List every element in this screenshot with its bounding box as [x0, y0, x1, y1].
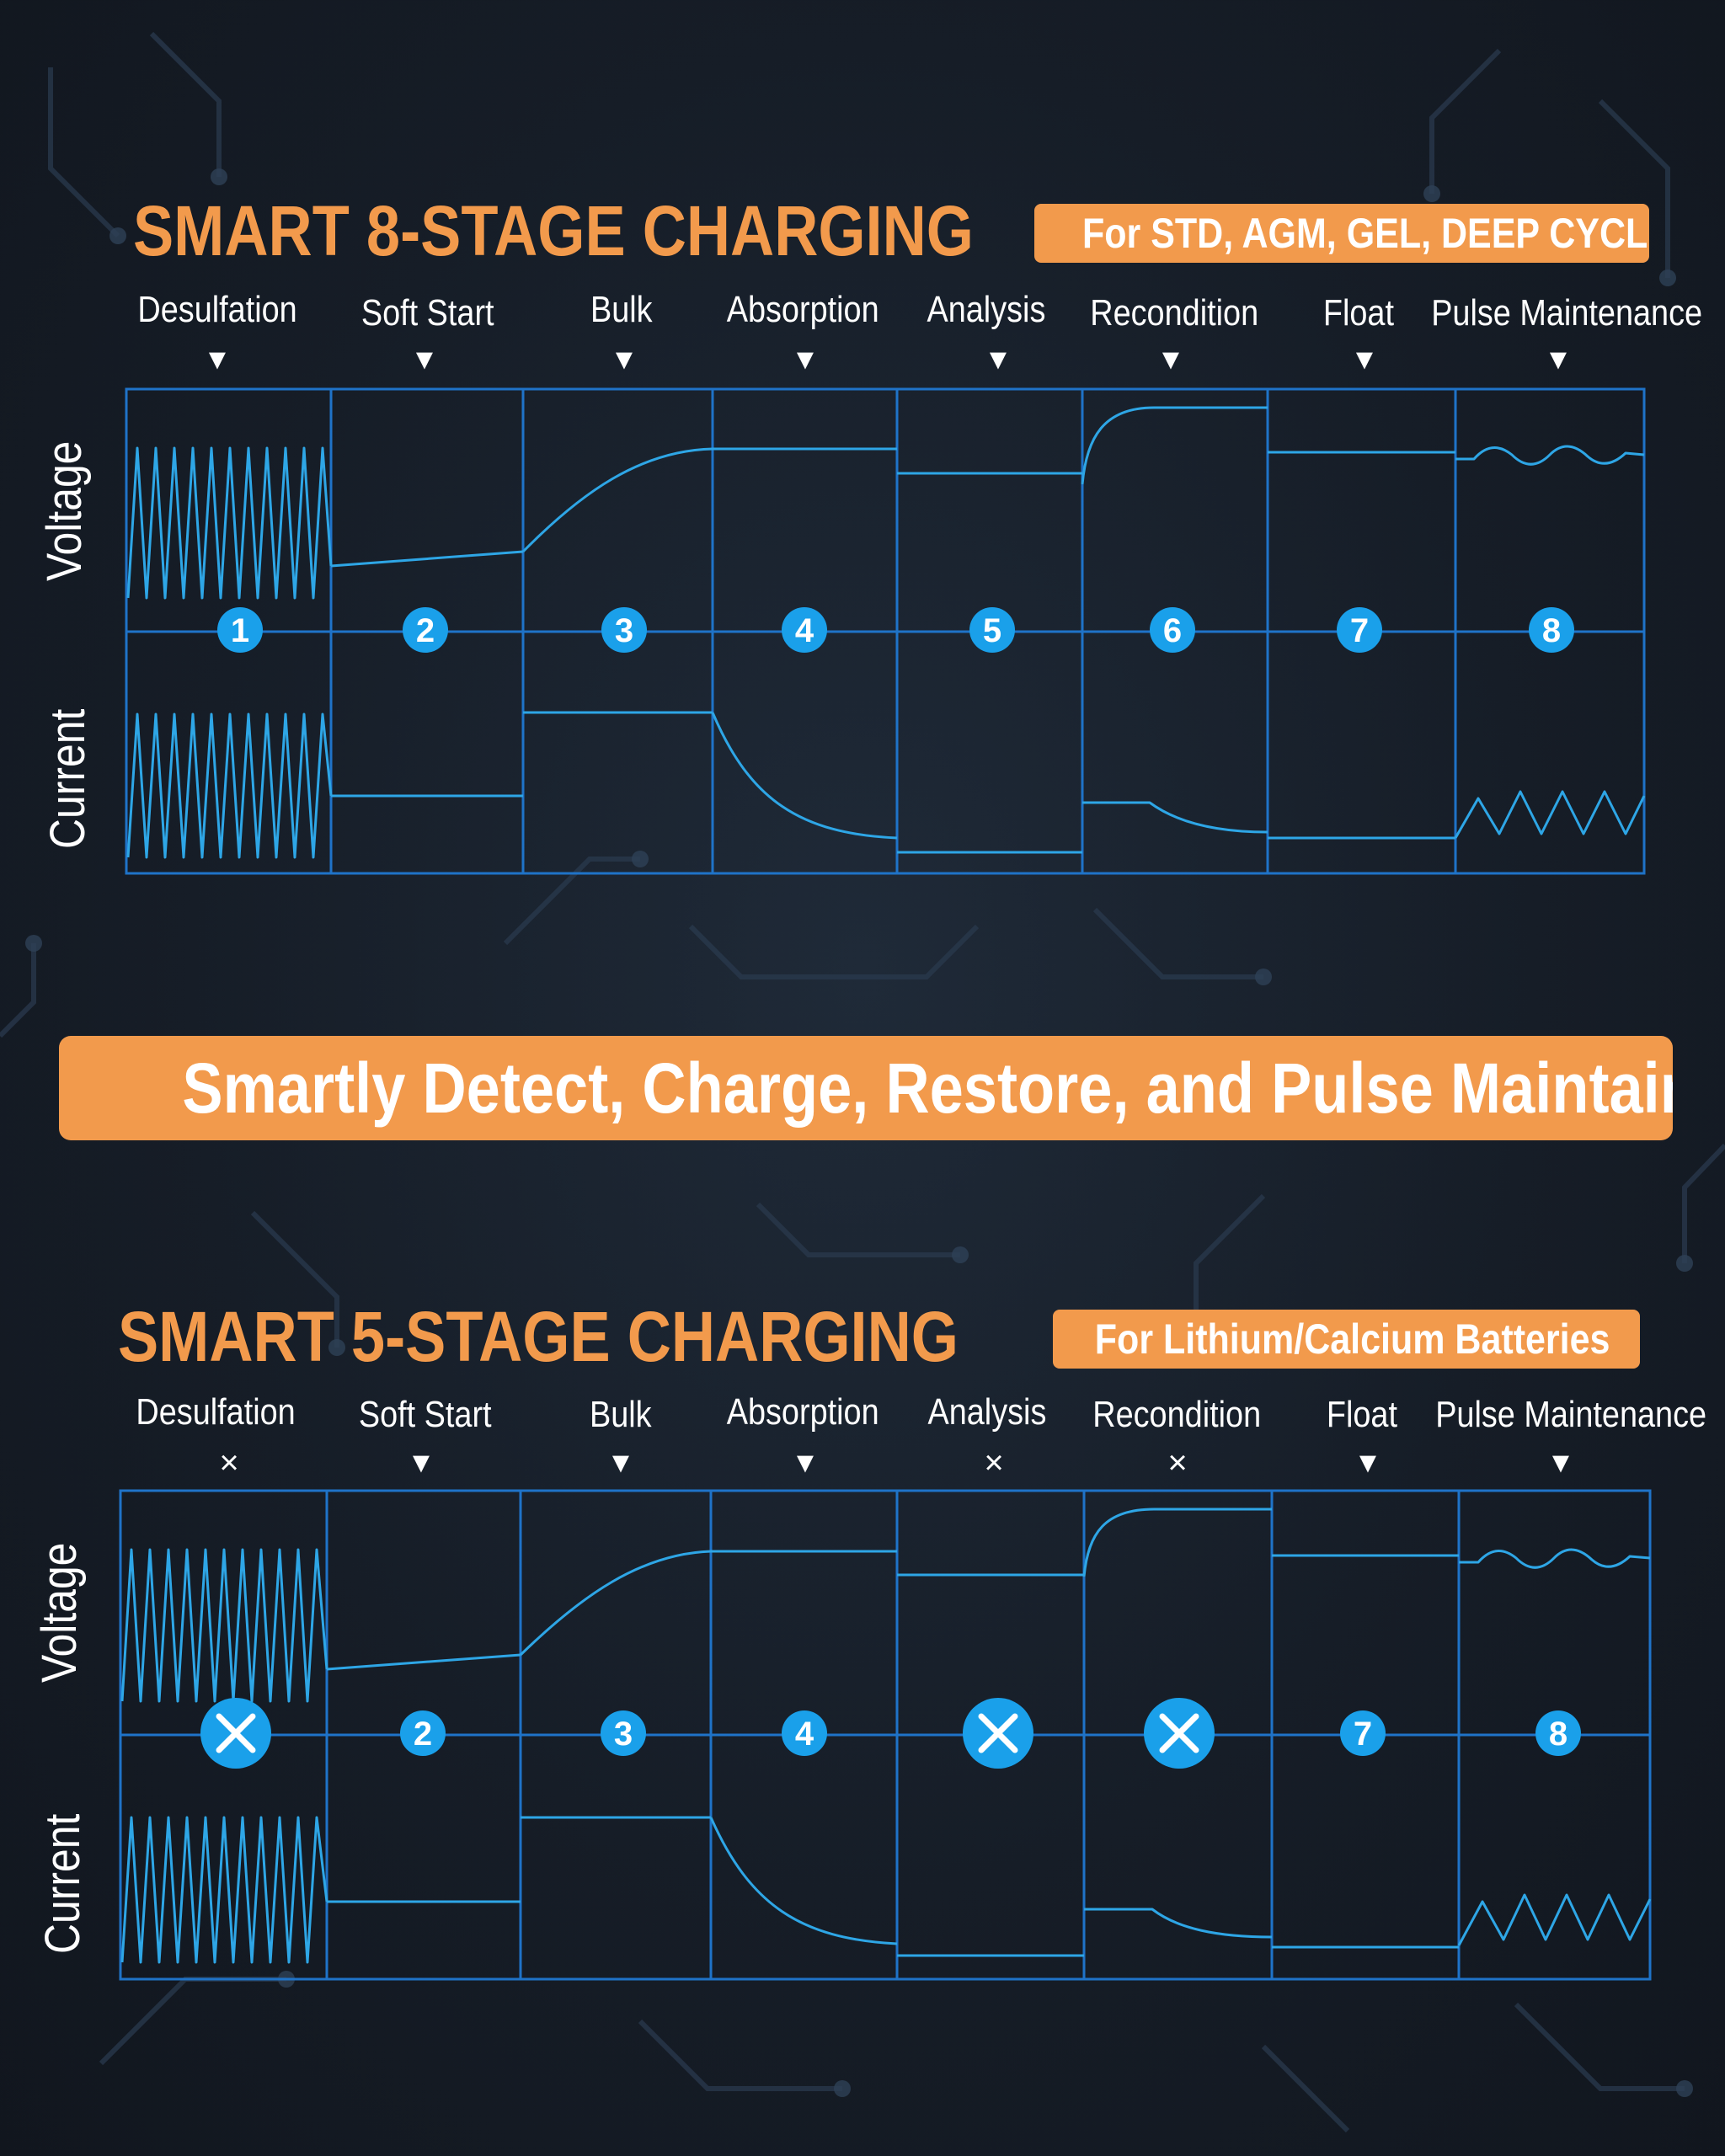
stage-number-1: 1 — [217, 607, 263, 653]
svg-text:5: 5 — [983, 612, 1001, 649]
voltage-desulfation-wave — [120, 1548, 328, 1703]
current-recondition — [1084, 1908, 1273, 1939]
current-desulfation-wave — [126, 712, 333, 859]
voltage-soft-start — [330, 550, 524, 568]
stage-marker-5: ▼ — [984, 344, 1012, 376]
current-absorption — [711, 712, 898, 840]
stage-number-3: 3 — [601, 607, 647, 653]
stage-disabled-mark-1: × — [219, 1444, 239, 1481]
stage-disabled-mark-6: × — [1167, 1444, 1188, 1481]
stage-label-float: Float — [1326, 1394, 1398, 1435]
stage-number-circles: 1 2 3 4 5 6 7 8 — [217, 607, 1574, 653]
stage-marker-3: ▼ — [606, 1447, 635, 1479]
stage-number-8: 8 — [1529, 607, 1574, 653]
current-pulse-maintenance — [1454, 790, 1646, 839]
stage-number-circles: 2 3 4 7 8 — [200, 1698, 1581, 1769]
stage-marker-7: ▼ — [1350, 344, 1379, 376]
stage-disabled-5 — [963, 1698, 1033, 1769]
stage-label-desulfation: Desulfation — [137, 289, 297, 330]
stage-label-analysis: Analysis — [927, 289, 1046, 330]
svg-text:3: 3 — [614, 1716, 633, 1753]
stage-disabled-mark-5: × — [984, 1444, 1004, 1481]
stage-number-2: 2 — [400, 1710, 446, 1756]
voltage-bulk — [521, 447, 713, 553]
section-title-8-stage: SMART 8-STAGE CHARGING — [133, 191, 975, 270]
svg-text:2: 2 — [414, 1716, 432, 1753]
voltage-recondition — [1081, 406, 1268, 485]
stage-marker-4: ▼ — [791, 1447, 820, 1479]
svg-text:4: 4 — [795, 612, 814, 649]
stage-label-desulfation: Desulfation — [136, 1391, 296, 1433]
stage-label-pulse-maintenance: Pulse Maintenance — [1435, 1394, 1707, 1435]
svg-text:6: 6 — [1163, 612, 1182, 649]
badge-text: For STD, AGM, GEL, DEEP CYCLE — [1081, 210, 1649, 257]
stage-label-recondition: Recondition — [1090, 292, 1259, 334]
current-pulse-maintenance — [1457, 1893, 1652, 1946]
stage-label-bulk: Bulk — [590, 1394, 652, 1435]
stage-number-3: 3 — [601, 1710, 646, 1756]
stage-disabled-6 — [1144, 1698, 1215, 1769]
waveforms — [120, 1508, 1652, 1964]
stage-label-analysis: Analysis — [927, 1391, 1047, 1433]
stage-label-pulse-maintenance: Pulse Maintenance — [1431, 292, 1703, 334]
stage-marker-3: ▼ — [610, 344, 638, 376]
grid — [119, 1489, 1652, 1981]
stage-disabled-1 — [200, 1698, 271, 1769]
current-desulfation-wave — [120, 1816, 328, 1964]
svg-text:8: 8 — [1542, 612, 1561, 649]
stage-label-absorption: Absorption — [726, 289, 879, 330]
voltage-desulfation-wave — [126, 446, 333, 600]
stage-number-7: 7 — [1337, 607, 1382, 653]
stage-number-4: 4 — [782, 607, 827, 653]
voltage-pulse-maintenance — [1455, 445, 1645, 466]
stage-marker-4: ▼ — [791, 344, 820, 376]
stage-label-bulk: Bulk — [590, 289, 653, 330]
stage-number-5: 5 — [969, 607, 1015, 653]
charging-diagram-8-stage: 1 2 3 4 5 6 7 8 — [125, 387, 1646, 875]
svg-text:7: 7 — [1354, 1716, 1372, 1753]
stage-label-float: Float — [1322, 292, 1395, 334]
voltage-bulk — [519, 1550, 712, 1657]
stage-label-recondition: Recondition — [1092, 1394, 1262, 1435]
stage-label-soft-start: Soft Start — [361, 292, 494, 334]
stage-number-8: 8 — [1535, 1710, 1581, 1756]
grid — [125, 387, 1646, 875]
stage-number-4: 4 — [782, 1710, 827, 1756]
voltage-soft-start — [326, 1653, 521, 1671]
badge-text: For Lithium/Calcium Batteries — [1094, 1315, 1610, 1363]
voltage-recondition — [1082, 1508, 1272, 1577]
current-recondition — [1082, 801, 1268, 834]
stage-marker-2: ▼ — [410, 344, 439, 376]
voltage-pulse-maintenance — [1459, 1548, 1651, 1569]
current-absorption — [709, 1817, 898, 1945]
stage-marker-8: ▼ — [1546, 1447, 1575, 1479]
banner-text: Smartly Detect, Charge, Restore, and Pul… — [182, 1049, 1673, 1128]
svg-text:8: 8 — [1549, 1716, 1567, 1753]
svg-text:2: 2 — [416, 612, 435, 649]
stage-number-7: 7 — [1340, 1710, 1386, 1756]
svg-text:1: 1 — [231, 612, 249, 649]
svg-text:7: 7 — [1350, 612, 1369, 649]
stage-marker-7: ▼ — [1354, 1447, 1382, 1479]
waveforms — [126, 406, 1646, 859]
stage-marker-6: ▼ — [1156, 344, 1185, 376]
stage-label-soft-start: Soft Start — [359, 1394, 492, 1435]
stage-number-2: 2 — [403, 607, 448, 653]
section-title-5-stage: SMART 5-STAGE CHARGING — [118, 1297, 959, 1376]
stage-marker-8: ▼ — [1544, 344, 1573, 376]
stage-number-6: 6 — [1150, 607, 1195, 653]
feature-banner: Smartly Detect, Charge, Restore, and Pul… — [59, 1036, 1673, 1140]
svg-text:4: 4 — [795, 1716, 814, 1753]
stage-marker-2: ▼ — [407, 1447, 435, 1479]
battery-type-badge-5-stage: For Lithium/Calcium Batteries — [1053, 1310, 1640, 1369]
battery-type-badge-8-stage: For STD, AGM, GEL, DEEP CYCLE — [1034, 204, 1649, 263]
svg-text:3: 3 — [615, 612, 633, 649]
stage-label-absorption: Absorption — [726, 1391, 879, 1433]
stage-marker-1: ▼ — [203, 344, 232, 376]
